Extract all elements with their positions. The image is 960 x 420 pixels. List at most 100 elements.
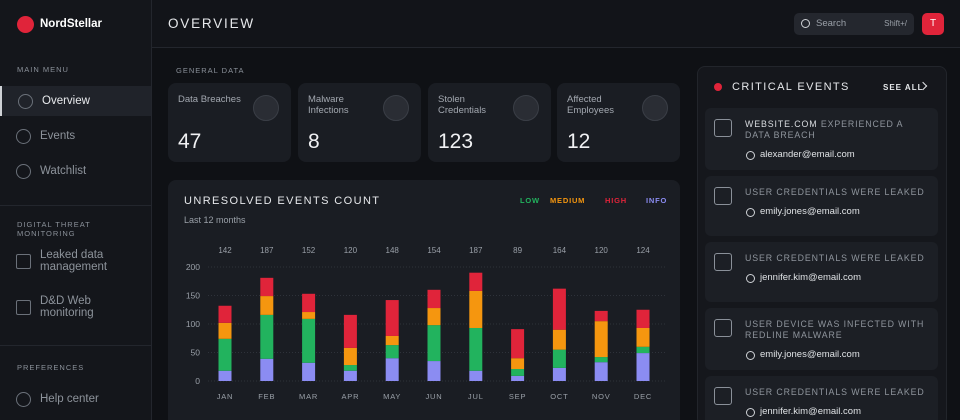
x-tick-label: JAN: [217, 392, 234, 401]
menu-heading: PREFERENCES: [17, 363, 85, 372]
search-box[interactable]: Search Shift+/: [794, 13, 914, 35]
bar-segment: [427, 289, 441, 309]
event-email: alexander@email.com: [745, 149, 928, 160]
nav-item[interactable]: Events: [0, 121, 151, 151]
bar-total: 154: [427, 246, 441, 255]
nav-icon: [16, 163, 31, 179]
bar-segment: [302, 312, 316, 319]
see-all[interactable]: SEE ALL: [883, 83, 924, 92]
bar-segment: [260, 296, 274, 315]
bar-segment: [594, 357, 608, 363]
bar-total: 187: [469, 246, 483, 255]
nav-icon: [16, 391, 31, 407]
bar-segment: [302, 362, 316, 381]
event-subject: WEBSITE.COM: [745, 119, 818, 129]
bar-segment: [636, 309, 650, 328]
nav-label: Overview: [42, 95, 90, 107]
legend-item: MEDIUM: [550, 196, 585, 205]
y-tick-label: 0: [195, 376, 200, 386]
top-bar: OVERVIEW Search Shift+/ T: [152, 0, 960, 48]
bar-segment: [302, 318, 316, 363]
legend-item: LOW: [520, 196, 540, 205]
search-shortcut: Shift+/: [884, 19, 907, 28]
stat-value: 12: [567, 130, 591, 153]
event-card[interactable]: WEBSITE.COM EXPERIENCED A DATA BREACH ale…: [705, 108, 938, 170]
stat-label: Data Breaches: [178, 94, 241, 105]
bar-segment: [427, 308, 441, 326]
bar-segment: [385, 358, 399, 381]
event-email: emily.jones@email.com: [745, 349, 928, 360]
search-icon: [801, 19, 810, 28]
event-email: emily.jones@email.com: [745, 206, 928, 217]
event-title: USER DEVICE WAS INFECTED WITH REDLINE MA…: [745, 319, 928, 341]
brand: NordStellar: [40, 18, 102, 30]
event-card[interactable]: USER CREDENTIALS WERE LEAKED emily.jones@…: [705, 176, 938, 236]
nav-icon: [16, 128, 31, 144]
bar-segment: [469, 327, 483, 371]
menu-heading: DIGITAL THREAT MONITORING: [17, 220, 91, 238]
event-text: EXPERIENCED A DATA BREACH: [745, 119, 903, 140]
bar-segment: [594, 310, 608, 322]
nav-label: D&D Web monitoring: [40, 295, 94, 319]
stat-value: 123: [438, 130, 474, 153]
stat-card: Stolen Credentials 123: [428, 83, 551, 162]
bar-total: 164: [553, 246, 567, 255]
nav-item[interactable]: Leaked data management: [0, 246, 151, 276]
event-icon: [714, 119, 732, 137]
menu-heading: MAIN MENU: [17, 65, 69, 74]
event-email: jennifer.kim@email.com: [745, 272, 928, 283]
bar-total: 120: [595, 246, 609, 255]
event-card[interactable]: USER CREDENTIALS WERE LEAKED jennifer.kim…: [705, 376, 938, 420]
stat-value: 8: [308, 130, 320, 153]
x-tick-label: MAY: [383, 392, 401, 401]
event-text: USER CREDENTIALS WERE LEAKED: [745, 187, 925, 197]
stat-icon: [253, 95, 279, 121]
x-tick-label: SEP: [509, 392, 526, 401]
stat-icon: [383, 95, 409, 121]
stat-icon: [513, 95, 539, 121]
chart: UNRESOLVED EVENTS COUNT Last 12 months LOW…: [184, 195, 667, 401]
y-tick-label: 100: [186, 319, 200, 329]
bar-segment: [511, 369, 525, 376]
event-card[interactable]: USER CREDENTIALS WERE LEAKED jennifer.kim…: [705, 242, 938, 302]
x-tick-label: FEB: [258, 392, 275, 401]
event-card[interactable]: USER DEVICE WAS INFECTED WITH REDLINE MA…: [705, 308, 938, 370]
nav-item[interactable]: Help center: [0, 384, 151, 414]
bar-total: 120: [344, 246, 358, 255]
stat-card: Affected Employees 12: [557, 83, 680, 162]
divider: [0, 345, 151, 346]
y-tick-label: 200: [186, 262, 200, 272]
nav-item[interactable]: Watchlist: [0, 156, 151, 186]
bar-total: 187: [260, 246, 274, 255]
bar-segment: [260, 277, 274, 297]
nav-label: Help center: [40, 393, 99, 405]
x-tick-label: JUN: [426, 392, 443, 401]
stat-label: Affected Employees: [567, 94, 614, 116]
event-text: USER CREDENTIALS WERE LEAKED: [745, 387, 925, 397]
nav-item[interactable]: Overview: [0, 86, 151, 116]
bar-segment: [511, 358, 525, 370]
divider: [0, 205, 151, 206]
bar-segment: [385, 300, 399, 336]
bar-segment: [552, 349, 566, 368]
bar-segment: [552, 367, 566, 381]
page-title: OVERVIEW: [168, 16, 255, 31]
panel-title: CRITICAL EVENTS: [732, 81, 850, 93]
bar-segment: [594, 362, 608, 381]
bar-segment: [343, 365, 357, 371]
nav-item[interactable]: D&D Web monitoring: [0, 292, 151, 322]
x-tick-label: JUL: [468, 392, 484, 401]
bar-segment: [427, 325, 441, 362]
bar-segment: [218, 322, 232, 339]
bar-segment: [594, 321, 608, 358]
bar-total: 152: [302, 246, 316, 255]
bar-segment: [218, 370, 232, 381]
bar-segment: [260, 358, 274, 381]
logo-icon: [17, 16, 34, 33]
bar-total: 148: [386, 246, 400, 255]
legend-item: INFO: [646, 196, 667, 205]
event-title: USER CREDENTIALS WERE LEAKED: [745, 387, 928, 398]
bar-segment: [385, 335, 399, 346]
avatar[interactable]: T: [922, 13, 944, 35]
critical-events-panel: CRITICAL EVENTS SEE ALL WEBSITE.COM EXPE…: [697, 66, 947, 420]
